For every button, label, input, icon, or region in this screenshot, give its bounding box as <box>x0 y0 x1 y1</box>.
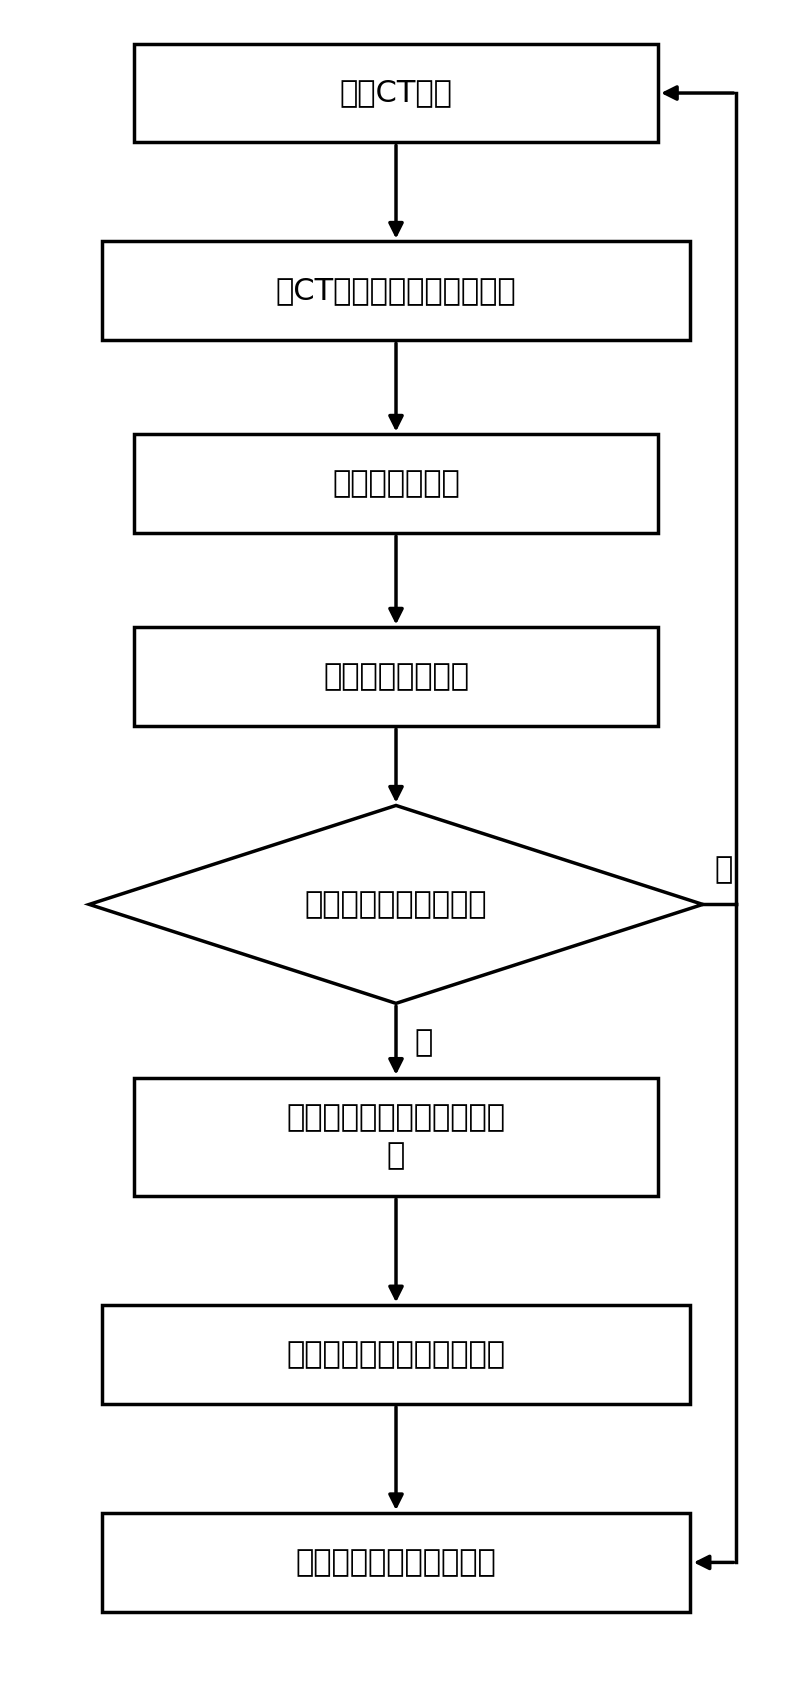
Text: 对CT数据进行二维切片处理: 对CT数据进行二维切片处理 <box>276 277 516 305</box>
Text: 判定是否弓部血管缩窄: 判定是否弓部血管缩窄 <box>305 889 487 918</box>
Text: 否: 否 <box>714 855 733 884</box>
Bar <box>134 44 658 143</box>
Bar <box>102 241 691 341</box>
Bar <box>102 1305 691 1403</box>
Text: 是: 是 <box>415 1028 433 1057</box>
Bar <box>134 434 658 533</box>
Bar <box>134 628 658 726</box>
Text: 分割主动脉图像: 分割主动脉图像 <box>332 470 460 499</box>
Text: 显示主动脉缩窄处压差值: 显示主动脉缩窄处压差值 <box>296 1548 496 1577</box>
Text: 测量主动脉直径比: 测量主动脉直径比 <box>323 662 469 691</box>
Text: 从三维主动脉模型中提取特
征: 从三维主动脉模型中提取特 征 <box>286 1103 505 1171</box>
Bar <box>134 1078 658 1196</box>
Bar <box>102 1514 691 1612</box>
Text: 对主动脉缩窄程度进行分类: 对主动脉缩窄程度进行分类 <box>286 1341 505 1369</box>
Polygon shape <box>90 806 703 1003</box>
Text: 读取CT数据: 读取CT数据 <box>339 78 453 107</box>
